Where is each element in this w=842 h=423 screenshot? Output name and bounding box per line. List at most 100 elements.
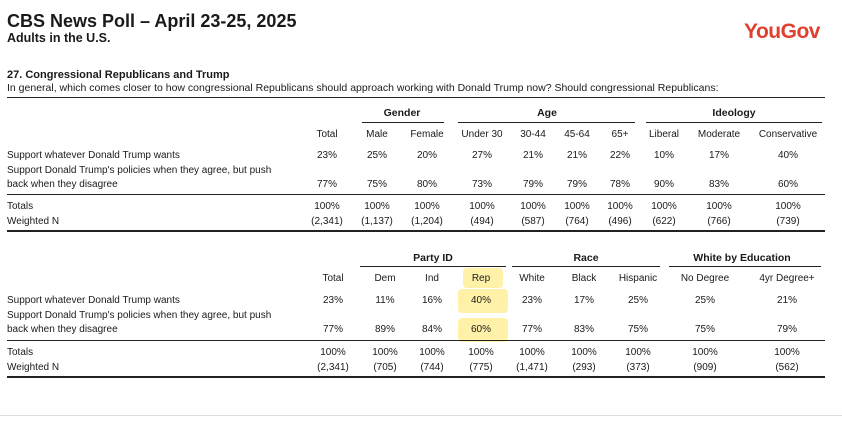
question-divider bbox=[7, 97, 825, 98]
table2-header-0: Total bbox=[322, 273, 344, 284]
table2-cell-tot-1: 100% bbox=[372, 347, 398, 358]
table1-header-0: Total bbox=[316, 129, 338, 140]
table2-cell-r1-6: 25% bbox=[627, 295, 649, 306]
table1-header-4: 30-44 bbox=[520, 129, 546, 140]
table2-cell-tot-0: 100% bbox=[320, 347, 346, 358]
table2-cell-r2-7: 75% bbox=[694, 324, 716, 335]
table1-cell-n-0: (2,341) bbox=[311, 216, 343, 227]
row-label-weighted-n-2: Weighted N bbox=[7, 362, 60, 373]
table2-cell-n-2: (744) bbox=[420, 362, 444, 373]
question-title: 27. Congressional Republicans and Trump bbox=[7, 69, 230, 81]
table2-header-6: Hispanic bbox=[618, 273, 658, 284]
table1-header-8: Moderate bbox=[697, 129, 741, 140]
group-ideology: Ideology bbox=[712, 107, 756, 119]
table2-header-8: 4yr Degree+ bbox=[759, 273, 815, 284]
table2-cell-n-3: (775) bbox=[469, 362, 493, 373]
row-label-totals-2: Totals bbox=[7, 347, 34, 358]
table2-header-2: Ind bbox=[425, 273, 439, 284]
table2-cell-r2-0: 77% bbox=[322, 324, 344, 335]
table1-header-6: 65+ bbox=[611, 129, 629, 140]
table1-header-9: Conservative bbox=[758, 129, 818, 140]
table2-cell-r1-2: 16% bbox=[421, 295, 443, 306]
table2-header-3: Rep bbox=[471, 273, 491, 284]
table1-cell-n-2: (1,204) bbox=[411, 216, 443, 227]
table1-cell-r1-8: 17% bbox=[708, 150, 730, 161]
table2-cell-n-8: (562) bbox=[775, 362, 799, 373]
table1-cell-n-1: (1,137) bbox=[361, 216, 393, 227]
rep-r2-highlight bbox=[458, 318, 508, 342]
rep-header-highlight bbox=[463, 268, 503, 288]
table2-totals-rule bbox=[7, 340, 825, 341]
table1-cell-r2-8: 83% bbox=[708, 179, 730, 190]
table1-cell-r1-6: 22% bbox=[609, 150, 631, 161]
table1-cell-r2-9: 60% bbox=[777, 179, 799, 190]
yougov-logo: YouGov bbox=[744, 20, 820, 43]
table1-cell-r2-1: 75% bbox=[366, 179, 388, 190]
table1-bottom-rule bbox=[7, 230, 825, 232]
table1-cell-tot-7: 100% bbox=[651, 201, 677, 212]
table1-cell-r1-7: 10% bbox=[653, 150, 675, 161]
table2-cell-n-1: (705) bbox=[373, 362, 397, 373]
row-label-push-back-line2: back when they disagree bbox=[7, 179, 118, 190]
table1-cell-tot-2: 100% bbox=[414, 201, 440, 212]
table1-cell-n-9: (739) bbox=[776, 216, 800, 227]
table1-cell-r1-2: 20% bbox=[416, 150, 438, 161]
table2-cell-tot-6: 100% bbox=[625, 347, 651, 358]
table2-cell-r1-4: 23% bbox=[521, 295, 543, 306]
table1-cell-tot-4: 100% bbox=[520, 201, 546, 212]
table2-header-4: White bbox=[519, 273, 545, 284]
row-label-push-back-line1-2: Support Donald Trump's policies when the… bbox=[7, 310, 272, 321]
table2-cell-tot-7: 100% bbox=[692, 347, 718, 358]
table1-cell-r1-1: 25% bbox=[366, 150, 388, 161]
table2-cell-n-6: (373) bbox=[626, 362, 650, 373]
group-white-by-education: White by Education bbox=[693, 252, 791, 264]
group-white-by-education-rule bbox=[669, 266, 821, 267]
table2-cell-tot-3: 100% bbox=[468, 347, 494, 358]
page-title: CBS News Poll – April 23-25, 2025 bbox=[7, 11, 297, 31]
row-label-totals: Totals bbox=[7, 201, 34, 212]
table1-cell-r2-3: 73% bbox=[471, 179, 493, 190]
table1-cell-n-8: (766) bbox=[707, 216, 731, 227]
table2-cell-r2-1: 89% bbox=[374, 324, 396, 335]
table1-cell-r1-4: 21% bbox=[522, 150, 544, 161]
table2-cell-r1-1: 11% bbox=[375, 295, 395, 306]
table1-cell-tot-1: 100% bbox=[364, 201, 390, 212]
table1-cell-r2-2: 80% bbox=[416, 179, 438, 190]
table1-cell-tot-3: 100% bbox=[469, 201, 495, 212]
table1-cell-r2-5: 79% bbox=[566, 179, 588, 190]
group-age-rule bbox=[458, 122, 635, 123]
table1-cell-r2-7: 90% bbox=[653, 179, 675, 190]
question-text: In general, which comes closer to how co… bbox=[7, 82, 719, 94]
table2-cell-r1-3: 40% bbox=[470, 295, 492, 306]
table2-header-7: No Degree bbox=[680, 273, 730, 284]
table1-header-2: Female bbox=[410, 129, 444, 140]
table2-header-5: Black bbox=[571, 273, 597, 284]
table1-cell-n-3: (494) bbox=[470, 216, 494, 227]
table2-cell-tot-8: 100% bbox=[774, 347, 800, 358]
table2-cell-r2-5: 83% bbox=[573, 324, 595, 335]
table2-cell-r2-3: 60% bbox=[470, 324, 492, 335]
table1-cell-n-4: (587) bbox=[521, 216, 545, 227]
table1-cell-tot-5: 100% bbox=[564, 201, 590, 212]
table2-cell-r1-5: 17% bbox=[573, 295, 595, 306]
table2-cell-r2-8: 79% bbox=[776, 324, 798, 335]
table1-cell-tot-8: 100% bbox=[706, 201, 732, 212]
group-gender: Gender bbox=[383, 107, 421, 119]
page-edge bbox=[0, 415, 842, 416]
table1-header-3: Under 30 bbox=[461, 129, 503, 140]
table1-header-1: Male bbox=[366, 129, 388, 140]
group-race: Race bbox=[573, 252, 599, 264]
group-age: Age bbox=[537, 107, 557, 119]
group-party-id: Party ID bbox=[413, 252, 453, 264]
group-race-rule bbox=[512, 266, 660, 267]
table2-cell-n-7: (909) bbox=[693, 362, 717, 373]
table2-cell-tot-2: 100% bbox=[419, 347, 445, 358]
row-label-support-whatever: Support whatever Donald Trump wants bbox=[7, 150, 180, 161]
page-subtitle: Adults in the U.S. bbox=[7, 31, 111, 45]
group-gender-rule bbox=[362, 122, 444, 123]
table1-cell-tot-6: 100% bbox=[607, 201, 633, 212]
table1-totals-rule bbox=[7, 194, 825, 195]
table2-cell-r1-0: 23% bbox=[322, 295, 344, 306]
row-label-support-whatever-2: Support whatever Donald Trump wants bbox=[7, 295, 180, 306]
group-party-id-rule bbox=[360, 266, 506, 267]
